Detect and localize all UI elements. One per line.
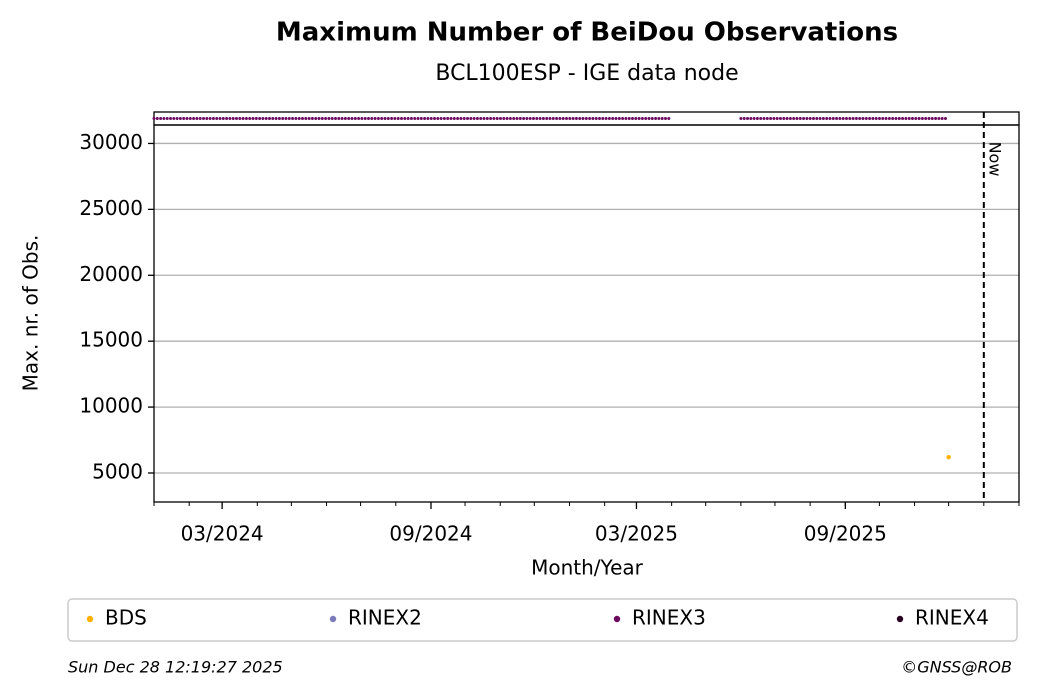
y-tick-label: 15000 (79, 328, 143, 352)
now-label: Now (985, 142, 1004, 177)
chart-subtitle: BCL100ESP - IGE data node (435, 61, 738, 86)
x-tick-label: 03/2024 (181, 522, 264, 546)
legend-marker (613, 615, 621, 623)
x-axis-label: Month/Year (531, 556, 644, 580)
y-axis-label: Max. nr. of Obs. (19, 235, 43, 392)
footer-credit: ©GNSS@ROB (901, 658, 1012, 677)
legend-label: RINEX2 (348, 606, 422, 630)
x-tick-label: 09/2024 (389, 522, 472, 546)
x-tick-label: 03/2025 (595, 522, 678, 546)
y-tick-label: 25000 (79, 196, 143, 220)
data-point (946, 454, 951, 460)
y-tick-label: 30000 (79, 130, 143, 154)
footer-date: Sun Dec 28 12:19:27 2025 (68, 658, 283, 677)
chart-title: Maximum Number of BeiDou Observations (276, 18, 898, 48)
legend-label: RINEX3 (632, 606, 706, 630)
y-tick-label: 10000 (79, 394, 143, 418)
y-tick-label: 5000 (92, 460, 143, 484)
plot-frame (153, 124, 1020, 503)
legend-label: BDS (105, 606, 147, 630)
legend-marker (329, 615, 337, 623)
legend-box (67, 598, 1018, 642)
y-tick-label: 20000 (79, 262, 143, 286)
legend-marker (86, 615, 94, 623)
x-tick-label: 09/2025 (804, 522, 887, 546)
legend-marker (896, 615, 904, 623)
legend-label: RINEX4 (915, 606, 989, 630)
